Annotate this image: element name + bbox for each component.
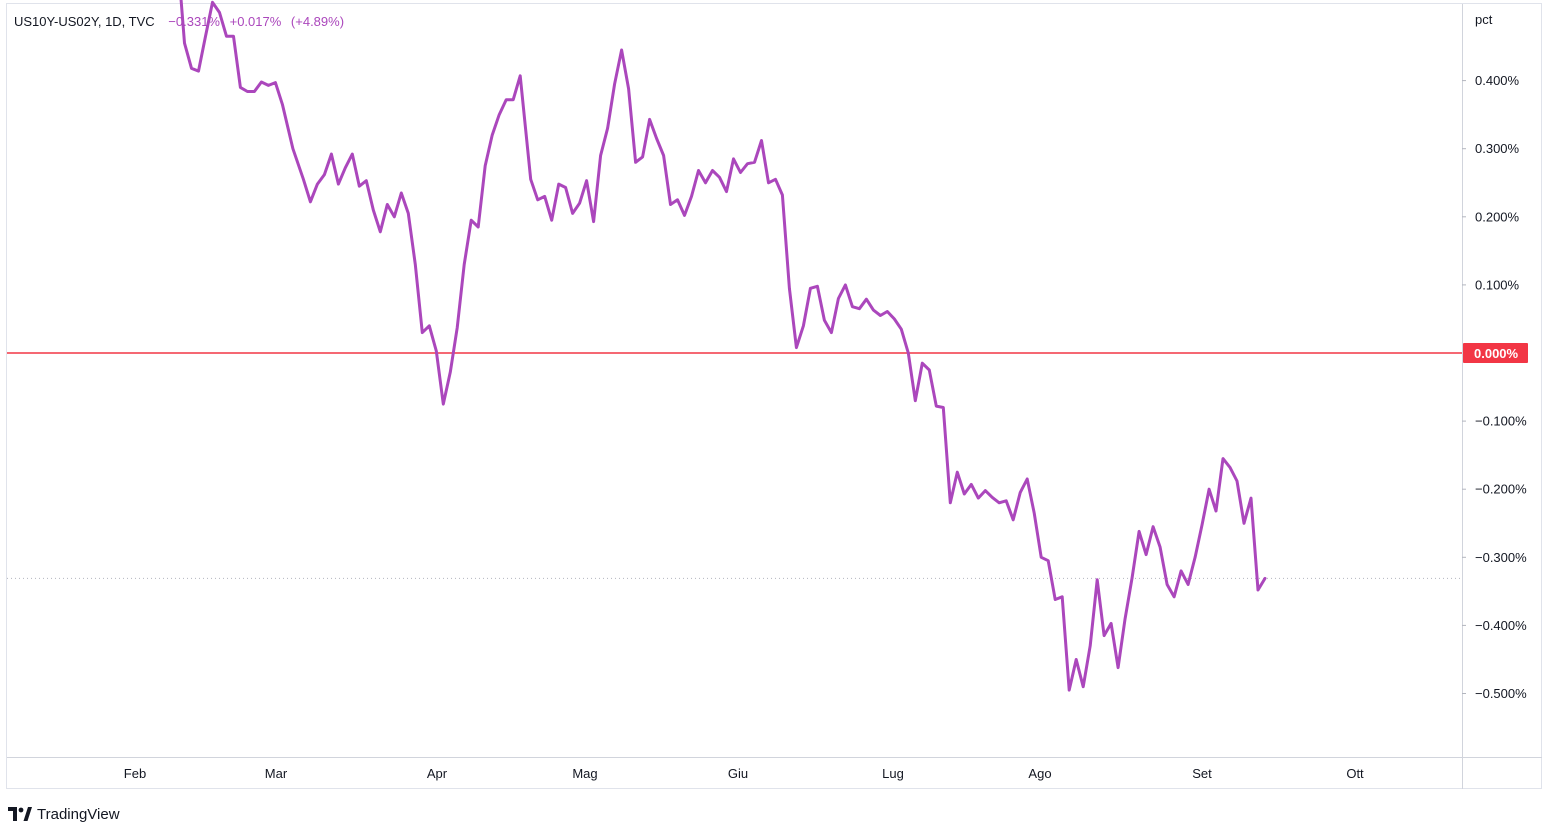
y-axis-unit-label: pct <box>1475 12 1493 27</box>
y-tick-label: −0.500% <box>1475 686 1527 701</box>
legend-change: +0.017% <box>229 14 282 29</box>
x-tick-label: Ott <box>1346 766 1364 781</box>
zero-value-label: 0.000% <box>1474 346 1519 361</box>
brand[interactable]: TradingView <box>8 804 120 824</box>
y-tick-label: 0.100% <box>1475 277 1520 292</box>
legend-symbol[interactable]: US10Y-US02Y, 1D, TVC <box>14 14 155 29</box>
y-tick-label: −0.200% <box>1475 482 1527 497</box>
grid-layer <box>7 352 1462 579</box>
y-tick-label: −0.400% <box>1475 618 1527 633</box>
x-tick-label: Giu <box>728 766 748 781</box>
x-tick-label: Feb <box>124 766 146 781</box>
y-tick-label: 0.200% <box>1475 209 1520 224</box>
x-tick-label: Ago <box>1028 766 1051 781</box>
chart-frame <box>6 3 1542 789</box>
x-tick-label: Apr <box>427 766 448 781</box>
x-tick-label: Mar <box>265 766 288 781</box>
x-tick-label: Set <box>1192 766 1212 781</box>
zero-value-badge <box>1463 343 1528 363</box>
chart-legend[interactable]: US10Y-US02Y, 1D, TVC −0.331% +0.017% (+4… <box>14 14 350 29</box>
legend-last-value: −0.331% <box>168 14 220 29</box>
axis-layer: 0.400% 0.300% 0.200% 0.100% −0.100% −0.200% −0… <box>7 4 1542 789</box>
tradingview-logo-icon <box>8 807 32 821</box>
series-line-0 <box>179 0 1267 692</box>
line-layer <box>179 0 1267 692</box>
legend-change-pct: (+4.89%) <box>290 14 345 29</box>
brand-name: TradingView <box>37 805 120 823</box>
y-tick-label: −0.100% <box>1475 414 1527 429</box>
y-tick-label: −0.300% <box>1475 550 1527 565</box>
x-tick-label: Lug <box>882 766 904 781</box>
y-tick-label: 0.400% <box>1475 73 1520 88</box>
x-tick-label: Mag <box>572 766 597 781</box>
y-tick-label: 0.300% <box>1475 141 1520 156</box>
legend-values: −0.331% +0.017% (+4.89%) <box>168 14 350 29</box>
